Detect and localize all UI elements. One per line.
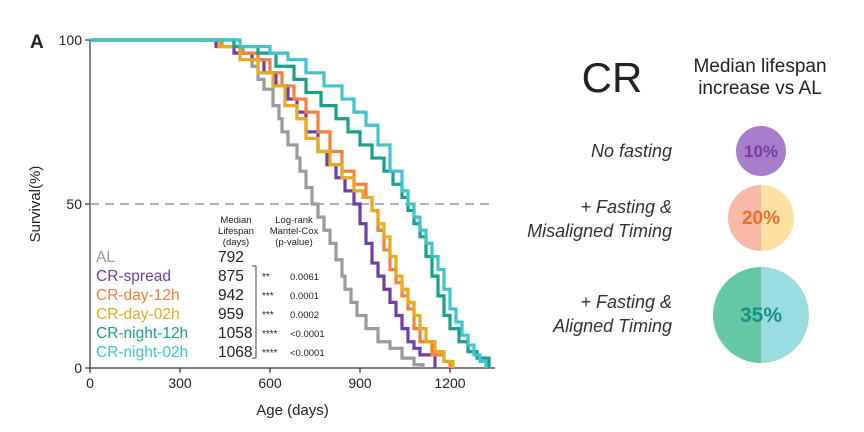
legend-pvalue-cr-day-12h: 0.0001	[290, 291, 319, 302]
cr-label: CR	[582, 54, 643, 101]
legend-label-cr-day-02h: CR-day-02h	[96, 306, 180, 323]
pie-left-half	[728, 185, 761, 251]
summary-header-line1: Median lifespan	[693, 56, 826, 77]
table-bracket	[252, 265, 257, 359]
legend-label-cr-spread: CR-spread	[96, 268, 171, 285]
survival-curve-al	[90, 38, 425, 368]
legend-median-cr-day-02h: 959	[218, 306, 244, 323]
legend-significance-cr-spread: **	[262, 272, 270, 283]
legend-pvalue-cr-night-02h: <0.0001	[290, 348, 325, 359]
survival-curve-cr-night-02h	[90, 38, 488, 368]
legend-pvalue-cr-day-02h: 0.0002	[290, 310, 319, 321]
legend: AL 792 CR-spread 875 ** 0.0061 CR-day-12h 942 **…	[96, 249, 325, 361]
pvalue-header-line1: Log-rank	[275, 215, 313, 226]
legend-pvalue-cr-spread: 0.0061	[290, 272, 319, 283]
summary-panel: CR Median lifespan increase vs AL No fas…	[527, 54, 827, 363]
legend-label-cr-day-12h: CR-day-12h	[96, 287, 180, 304]
median-lifespan-table: Median Lifespan (days) Log-rank Mantel-C…	[96, 215, 325, 361]
legend-significance-cr-day-12h: ***	[262, 291, 274, 302]
pie-aligned-timing	[713, 267, 809, 363]
survival-chart: 0 50 100 0 300 600 900 1200 Age (days) Surviva…	[27, 32, 495, 419]
pie-left-half	[736, 126, 761, 176]
row-misaligned-label-line1: + Fasting &	[580, 197, 672, 217]
legend-pvalue-cr-night-12h: <0.0001	[290, 329, 325, 340]
pie-right-half	[761, 185, 794, 251]
x-tick-label: 1200	[434, 375, 465, 391]
pie-no-fasting	[736, 126, 786, 176]
legend-significance-cr-night-02h: ****	[262, 348, 278, 359]
legend-median-cr-night-12h: 1058	[218, 325, 252, 342]
y-tick-label: 0	[74, 360, 82, 376]
legend-label-al: AL	[96, 249, 115, 266]
median-header-line3: (days)	[223, 237, 249, 248]
row-aligned-label-line1: + Fasting &	[580, 292, 672, 312]
median-header-line1: Median	[220, 215, 251, 226]
legend-median-cr-day-12h: 942	[218, 287, 244, 304]
x-axis-title: Age (days)	[256, 402, 329, 419]
row-no-fasting-label: No fasting	[591, 141, 672, 161]
x-tick-label: 900	[348, 375, 372, 391]
pie-left-half	[713, 267, 761, 363]
pie-misaligned-value: 20%	[742, 208, 780, 229]
survival-curve-cr-day-02h	[90, 38, 455, 368]
y-tick-label: 100	[59, 32, 83, 48]
median-header-line2: Lifespan	[218, 226, 254, 237]
pvalue-header-line3: (p-value)	[275, 237, 313, 248]
pie-aligned-value: 35%	[740, 304, 782, 327]
x-tick-label: 600	[258, 375, 282, 391]
panel-label: A	[30, 32, 44, 53]
survival-curves	[90, 38, 491, 368]
row-misaligned-label-line2: Misaligned Timing	[527, 221, 672, 241]
pie-right-half	[761, 126, 786, 176]
y-tick-group: 0 50 100	[59, 32, 90, 376]
pie-right-half	[761, 267, 809, 363]
y-axis-title: Survival(%)	[27, 166, 44, 243]
x-tick-label: 300	[168, 375, 192, 391]
legend-label-cr-night-02h: CR-night-02h	[96, 344, 188, 361]
y-tick-label: 50	[66, 196, 82, 212]
summary-header-line2: increase vs AL	[698, 78, 822, 99]
legend-median-cr-night-02h: 1068	[218, 344, 252, 361]
legend-label-cr-night-12h: CR-night-12h	[96, 325, 188, 342]
legend-median-al: 792	[218, 249, 244, 266]
pie-no-fasting-value: 10%	[744, 142, 778, 161]
legend-significance-cr-day-02h: ***	[262, 310, 274, 321]
pie-misaligned-timing	[728, 185, 794, 251]
pvalue-header-line2: Mantel-Cox	[270, 226, 319, 237]
legend-median-cr-spread: 875	[218, 268, 244, 285]
legend-significance-cr-night-12h: ****	[262, 329, 278, 340]
x-tick-label: 0	[86, 375, 94, 391]
x-tick-group: 0 300 600 900 1200	[86, 368, 466, 391]
row-aligned-label-line2: Aligned Timing	[552, 316, 672, 336]
